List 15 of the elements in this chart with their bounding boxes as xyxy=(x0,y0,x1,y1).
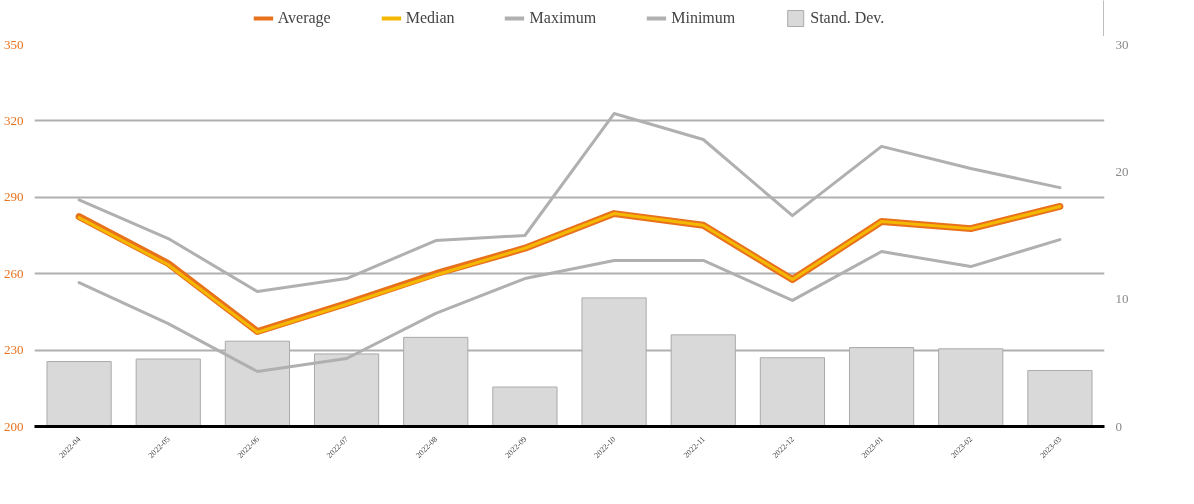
y-tick-label: 320 xyxy=(4,112,24,128)
y2-tick-label: 30 xyxy=(1115,36,1129,52)
y2-tick-label: 10 xyxy=(1115,291,1129,307)
y-tick-label: 350 xyxy=(4,36,24,52)
y-tick-label: 230 xyxy=(4,342,24,358)
legend-label: Maximum xyxy=(529,9,597,27)
legend-label: Median xyxy=(405,9,455,27)
y2-tick-label: 0 xyxy=(1115,418,1122,434)
legend-label: Stand. Dev. xyxy=(810,9,885,27)
legend-label: Minimum xyxy=(671,9,736,27)
y-tick-label: 200 xyxy=(4,418,24,434)
y2-tick-label: 20 xyxy=(1115,163,1129,179)
y-tick-label: 290 xyxy=(4,189,24,205)
legend-label: Average xyxy=(277,9,331,27)
y-tick-label: 260 xyxy=(4,265,24,281)
